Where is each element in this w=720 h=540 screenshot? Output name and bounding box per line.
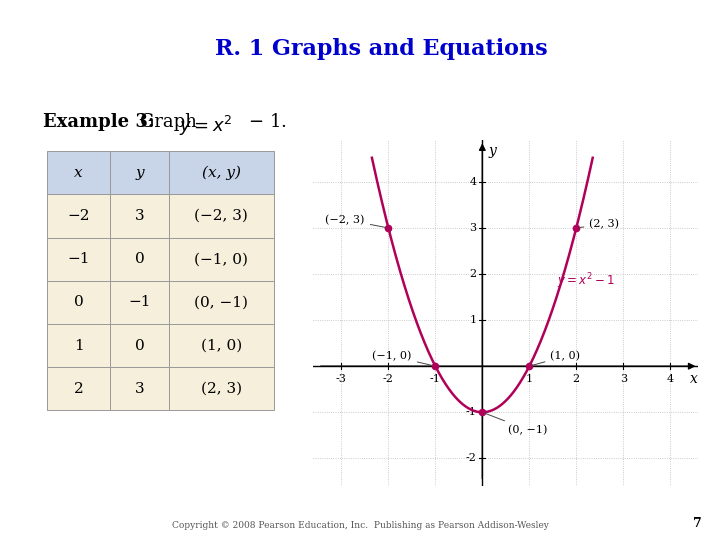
Text: 3: 3 <box>135 209 145 223</box>
Text: 3: 3 <box>620 374 627 384</box>
Text: (0, −1): (0, −1) <box>485 413 547 435</box>
Text: -1: -1 <box>430 374 441 384</box>
Bar <box>110 367 169 410</box>
Text: Graph: Graph <box>140 113 203 131</box>
Text: (x, y): (x, y) <box>202 166 241 180</box>
Bar <box>169 367 274 410</box>
Text: (−2, 3): (−2, 3) <box>194 209 248 223</box>
Bar <box>110 281 169 324</box>
Text: 2: 2 <box>572 374 580 384</box>
Text: 2: 2 <box>469 269 477 279</box>
Text: 3: 3 <box>135 382 145 396</box>
Text: −1: −1 <box>67 252 90 266</box>
Text: y: y <box>488 144 496 158</box>
Text: x: x <box>74 166 83 180</box>
Text: y: y <box>135 166 144 180</box>
Text: -2: -2 <box>383 374 394 384</box>
Text: (0, −1): (0, −1) <box>194 295 248 309</box>
Text: 0: 0 <box>73 295 84 309</box>
Bar <box>47 151 110 194</box>
Bar <box>110 324 169 367</box>
Text: 7: 7 <box>693 517 702 530</box>
Bar <box>47 367 110 410</box>
Bar <box>110 151 169 194</box>
Bar <box>110 238 169 281</box>
Text: -2: -2 <box>466 454 477 463</box>
Text: -1: -1 <box>466 407 477 417</box>
Text: 3: 3 <box>469 223 477 233</box>
Text: -3: -3 <box>336 374 347 384</box>
Text: (2, 3): (2, 3) <box>579 219 619 230</box>
Text: 1: 1 <box>469 315 477 325</box>
Bar <box>169 281 274 324</box>
Text: 4: 4 <box>469 177 477 187</box>
Text: $y = x^2 - 1$: $y = x^2 - 1$ <box>557 271 615 291</box>
Bar <box>169 151 274 194</box>
Text: 1: 1 <box>526 374 533 384</box>
Text: −2: −2 <box>67 209 90 223</box>
Text: x: x <box>690 372 698 386</box>
Bar <box>169 324 274 367</box>
Text: (1, 0): (1, 0) <box>201 339 242 353</box>
Text: Copyright © 2008 Pearson Education, Inc.  Publishing as Pearson Addison-Wesley: Copyright © 2008 Pearson Education, Inc.… <box>171 521 549 530</box>
Text: (−1, 0): (−1, 0) <box>372 351 433 366</box>
Text: (2, 3): (2, 3) <box>201 382 242 396</box>
Text: Example 3:: Example 3: <box>43 113 155 131</box>
Text: (−2, 3): (−2, 3) <box>325 214 386 227</box>
Bar <box>47 281 110 324</box>
Text: (1, 0): (1, 0) <box>532 351 580 366</box>
Bar <box>47 194 110 238</box>
Text: (−1, 0): (−1, 0) <box>194 252 248 266</box>
Text: R. 1 Graphs and Equations: R. 1 Graphs and Equations <box>215 38 548 60</box>
Bar <box>169 238 274 281</box>
Bar <box>110 194 169 238</box>
Text: 4: 4 <box>667 374 674 384</box>
Bar <box>47 238 110 281</box>
Bar <box>169 194 274 238</box>
Text: −1: −1 <box>129 295 151 309</box>
Text: 0: 0 <box>135 252 145 266</box>
Text: 0: 0 <box>135 339 145 353</box>
Text: 2: 2 <box>73 382 84 396</box>
Bar <box>47 324 110 367</box>
Text: 1: 1 <box>73 339 84 353</box>
Text: $y = x^2$: $y = x^2$ <box>179 113 232 138</box>
Text: $-$ 1.: $-$ 1. <box>243 113 287 131</box>
